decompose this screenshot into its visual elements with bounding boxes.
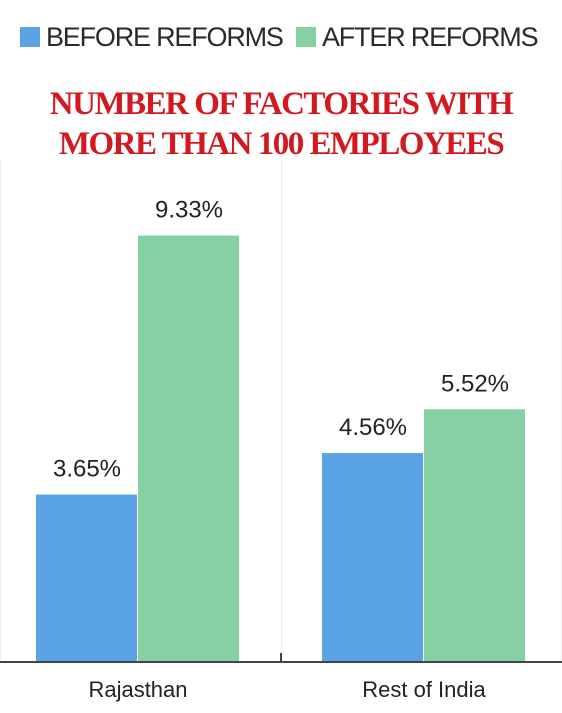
category-label-0: Rajasthan bbox=[88, 677, 187, 702]
data-label-after-1: 5.52% bbox=[441, 370, 509, 397]
bar-after-1 bbox=[424, 409, 525, 661]
legend-item-after: AFTER REFORMS bbox=[296, 21, 539, 52]
data-label-after-0: 9.33% bbox=[155, 197, 223, 224]
bar-after-0 bbox=[138, 235, 239, 661]
category-label-1: Rest of India bbox=[362, 677, 486, 702]
legend: BEFORE REFORMS AFTER REFORMS bbox=[0, 22, 562, 52]
legend-swatch-before bbox=[20, 27, 40, 47]
legend-item-before: BEFORE REFORMS bbox=[20, 21, 284, 52]
chart-title-line-2: MORE THAN 100 EMPLOYEES bbox=[58, 126, 505, 162]
legend-swatch-after bbox=[296, 27, 316, 47]
bar-before-1 bbox=[322, 453, 423, 661]
data-label-before-1: 4.56% bbox=[339, 414, 407, 441]
legend-label-after: AFTER REFORMS bbox=[322, 21, 539, 52]
bar-before-0 bbox=[36, 494, 137, 661]
legend-label-before: BEFORE REFORMS bbox=[46, 21, 284, 52]
chart-title-line-1: NUMBER OF FACTORIES WITH bbox=[49, 86, 514, 122]
chart-title: NUMBER OF FACTORIES WITH MORE THAN 100 E… bbox=[0, 84, 562, 164]
data-label-before-0: 3.65% bbox=[53, 456, 121, 483]
